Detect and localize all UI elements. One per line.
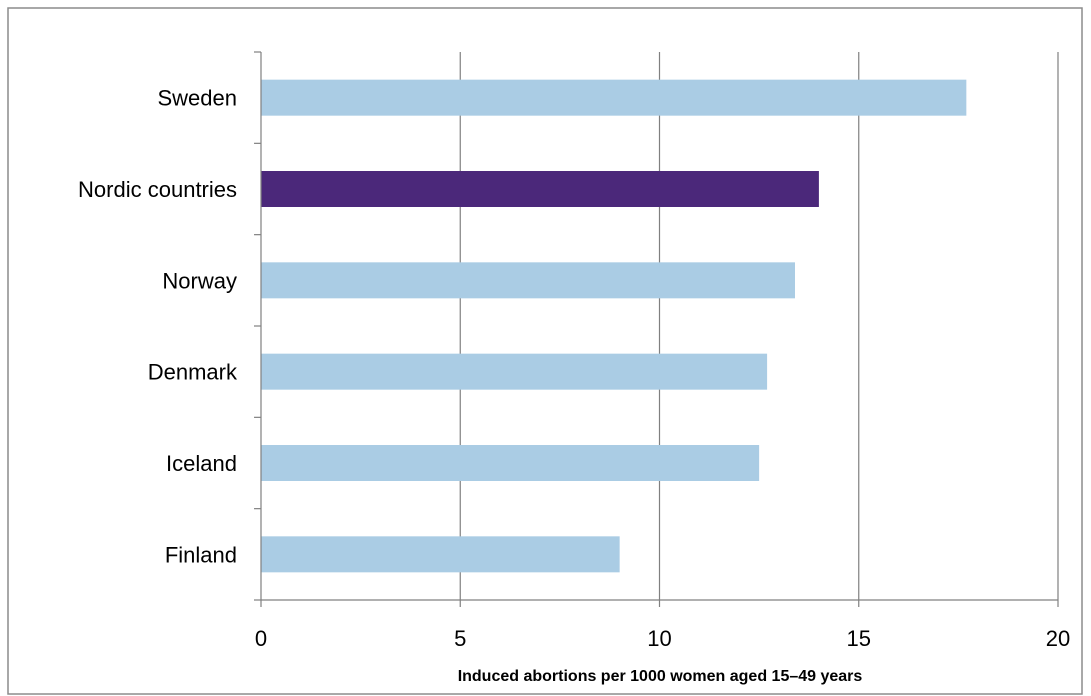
- x-tick-label-20: 20: [1046, 626, 1070, 651]
- category-label-norway: Norway: [162, 268, 237, 293]
- gridlines: [459, 52, 1059, 600]
- category-label-finland: Finland: [165, 542, 237, 567]
- x-tick-label-5: 5: [454, 626, 466, 651]
- category-label-nordic-countries: Nordic countries: [78, 177, 237, 202]
- x-tick-label-10: 10: [647, 626, 671, 651]
- bar-finland: [261, 536, 620, 573]
- x-tick-label-15: 15: [847, 626, 871, 651]
- x-tick-label-0: 0: [255, 626, 267, 651]
- bar-nordic-countries: [261, 171, 819, 207]
- axes: [254, 51, 1059, 607]
- bar-sweden: [261, 79, 967, 116]
- x-axis-label: Induced abortions per 1000 women aged 15…: [458, 668, 863, 685]
- category-label-sweden: Sweden: [157, 86, 237, 111]
- category-label-iceland: Iceland: [166, 451, 237, 476]
- category-label-denmark: Denmark: [148, 360, 238, 385]
- bars: [261, 79, 967, 573]
- bar-iceland: [261, 445, 760, 481]
- tick-labels: 0 5 10 15 20: [255, 626, 1070, 651]
- bar-norway: [261, 262, 795, 299]
- category-labels: Sweden Nordic countries Norway Denmark Icela…: [78, 86, 238, 568]
- chart-frame: [7, 7, 1083, 695]
- bar-denmark: [261, 353, 768, 390]
